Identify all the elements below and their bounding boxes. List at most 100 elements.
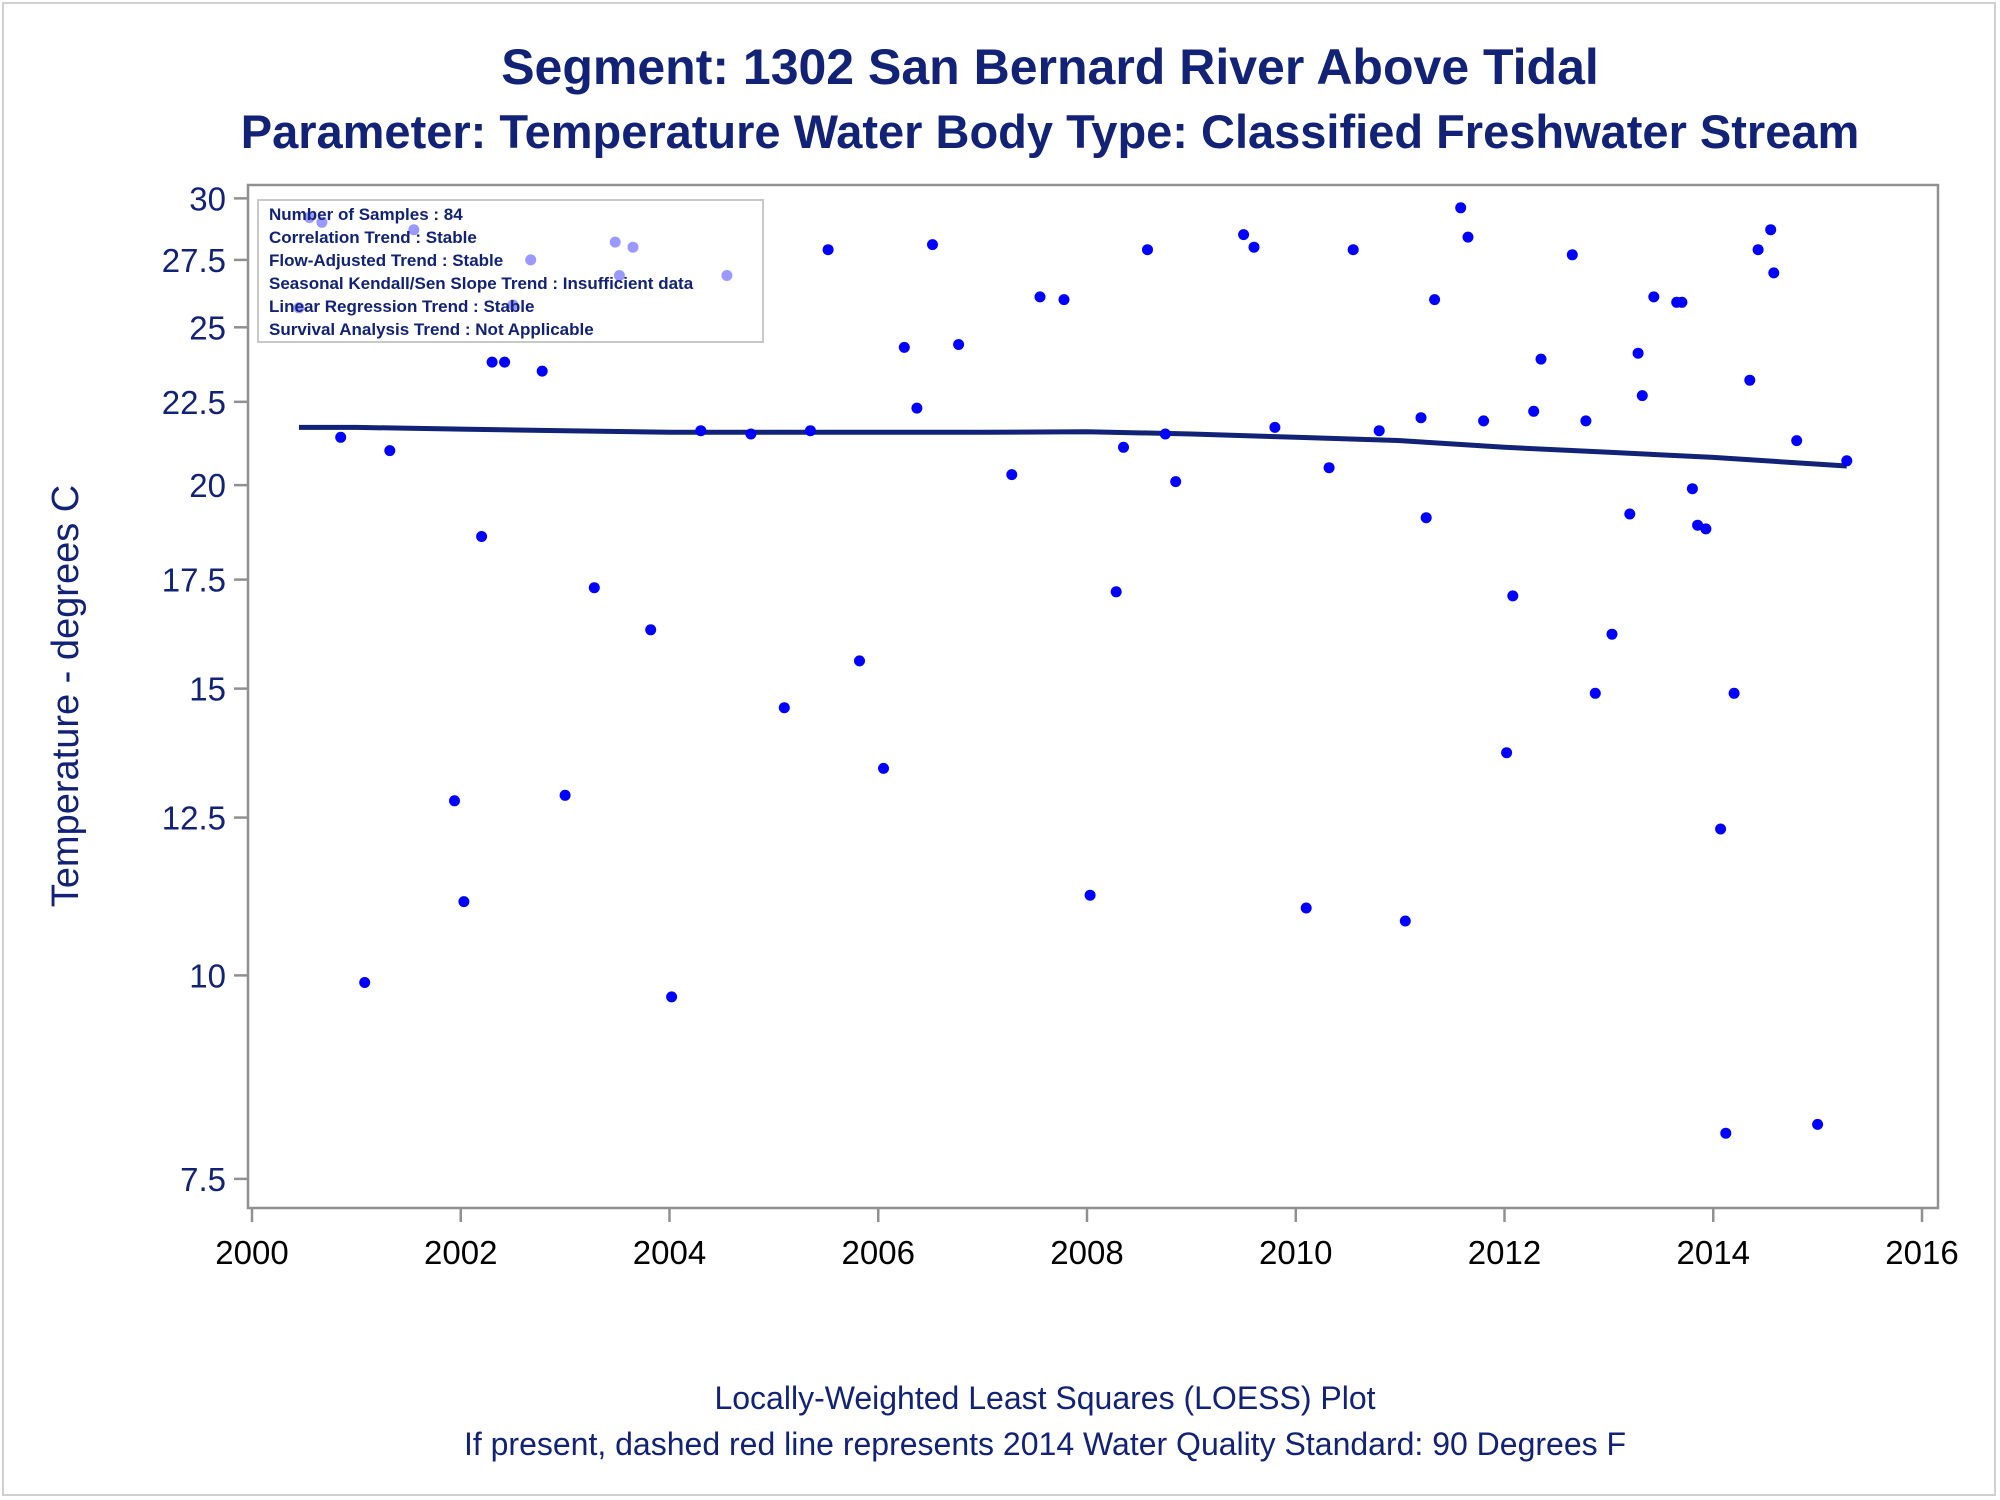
- data-point: [1478, 415, 1490, 427]
- data-point: [1238, 229, 1250, 241]
- inset-line: Number of Samples : 84: [269, 205, 463, 224]
- data-point: [588, 582, 600, 594]
- data-point: [1566, 249, 1578, 261]
- data-point: [1006, 469, 1018, 481]
- y-tick-label: 15: [189, 671, 226, 708]
- y-tick-label: 27.5: [162, 242, 226, 279]
- footnote-1: Locally-Weighted Least Squares (LOESS) P…: [714, 1380, 1376, 1416]
- data-point: [1632, 347, 1644, 359]
- y-axis-title: Temperature - degrees C: [45, 485, 87, 907]
- data-point: [953, 339, 965, 350]
- data-point: [1462, 231, 1474, 243]
- y-tick-label: 7.5: [180, 1161, 226, 1198]
- data-point: [1580, 415, 1592, 427]
- data-point: [1110, 586, 1122, 598]
- inset-line: Linear Regression Trend : Stable: [269, 297, 534, 316]
- inset-line: Flow-Adjusted Trend : Stable: [269, 251, 503, 270]
- data-point: [1323, 462, 1335, 474]
- data-point: [1034, 291, 1046, 303]
- inset-box: [257, 199, 764, 343]
- data-point: [1528, 405, 1540, 417]
- trend-inset: Number of Samples : 84 Correlation Trend …: [257, 199, 764, 343]
- x-tick-label: 2002: [424, 1234, 497, 1271]
- x-tick-label: 2008: [1050, 1234, 1123, 1271]
- data-point: [1744, 374, 1756, 386]
- data-points-group: [293, 202, 1853, 1139]
- data-point: [1455, 202, 1467, 214]
- data-point: [1636, 390, 1648, 402]
- x-tick-label: 2004: [633, 1234, 706, 1271]
- data-point: [1765, 224, 1777, 236]
- y-tick-label: 20: [189, 467, 226, 504]
- x-tick-label: 2006: [842, 1234, 915, 1271]
- data-point: [804, 425, 816, 437]
- data-point: [1415, 412, 1427, 424]
- data-point: [1791, 435, 1803, 447]
- data-point: [359, 977, 371, 988]
- data-point: [1170, 476, 1182, 488]
- data-point: [1692, 519, 1704, 531]
- data-point: [1058, 294, 1070, 306]
- data-point: [486, 356, 498, 368]
- data-point: [1648, 291, 1660, 303]
- inset-line: Correlation Trend : Stable: [269, 228, 477, 247]
- data-point: [1700, 523, 1712, 535]
- data-point: [1084, 889, 1096, 901]
- data-point: [1589, 687, 1601, 699]
- data-point: [1429, 294, 1441, 306]
- data-point: [822, 244, 834, 256]
- data-point: [384, 445, 396, 457]
- footnote-2: If present, dashed red line represents 2…: [463, 1426, 1627, 1462]
- chart-title: Segment: 1302 San Bernard River Above Ti…: [501, 39, 1599, 95]
- x-axis: 2000 2002 2004 2006 2008 2010 2012 2014 2016: [215, 1208, 1959, 1271]
- loess-line: [299, 424, 1847, 469]
- data-point: [878, 762, 889, 774]
- data-point: [1720, 1127, 1732, 1139]
- x-tick-label: 2000: [215, 1234, 288, 1271]
- loess-line-group: [299, 424, 1847, 469]
- data-point: [927, 239, 938, 251]
- data-point: [559, 789, 571, 801]
- data-point: [1715, 823, 1727, 835]
- data-point: [1399, 915, 1411, 927]
- data-point: [1142, 244, 1153, 256]
- y-axis: 7.5 10 12.5 15 17.5 20 22.5 25 27.5 30: [162, 180, 248, 1198]
- data-point: [1118, 441, 1129, 453]
- data-point: [458, 896, 470, 908]
- data-point: [1728, 687, 1740, 699]
- data-point: [854, 655, 865, 667]
- inset-line: Seasonal Kendall/Sen Slope Trend : Insuf…: [269, 274, 694, 293]
- data-point: [666, 991, 678, 1003]
- x-tick-label: 2012: [1468, 1234, 1541, 1271]
- data-point: [1812, 1118, 1824, 1130]
- data-point: [476, 531, 488, 542]
- plot-area: [246, 183, 1940, 1210]
- y-tick-label: 30: [189, 180, 226, 217]
- y-tick-label: 10: [189, 957, 226, 994]
- y-tick-label: 22.5: [162, 384, 226, 421]
- data-point: [695, 425, 707, 437]
- data-point: [1507, 590, 1519, 602]
- y-tick-label: 17.5: [162, 562, 226, 599]
- data-point: [1768, 267, 1780, 279]
- data-point: [1159, 428, 1171, 440]
- data-point: [745, 428, 757, 440]
- x-tick-label: 2014: [1677, 1234, 1750, 1271]
- data-point: [645, 624, 657, 636]
- x-tick-label: 2016: [1885, 1234, 1958, 1271]
- data-point: [1676, 296, 1688, 308]
- data-point: [898, 341, 910, 353]
- data-point: [1373, 425, 1385, 437]
- data-point: [1269, 421, 1281, 433]
- data-point: [1606, 628, 1618, 640]
- y-tick-label: 25: [189, 309, 226, 346]
- data-point: [778, 702, 790, 714]
- data-point: [911, 402, 923, 414]
- data-point: [1300, 902, 1312, 914]
- data-point: [1420, 512, 1432, 524]
- y-tick-label: 12.5: [162, 800, 226, 837]
- x-tick-label: 2010: [1259, 1234, 1332, 1271]
- data-point: [1501, 747, 1513, 759]
